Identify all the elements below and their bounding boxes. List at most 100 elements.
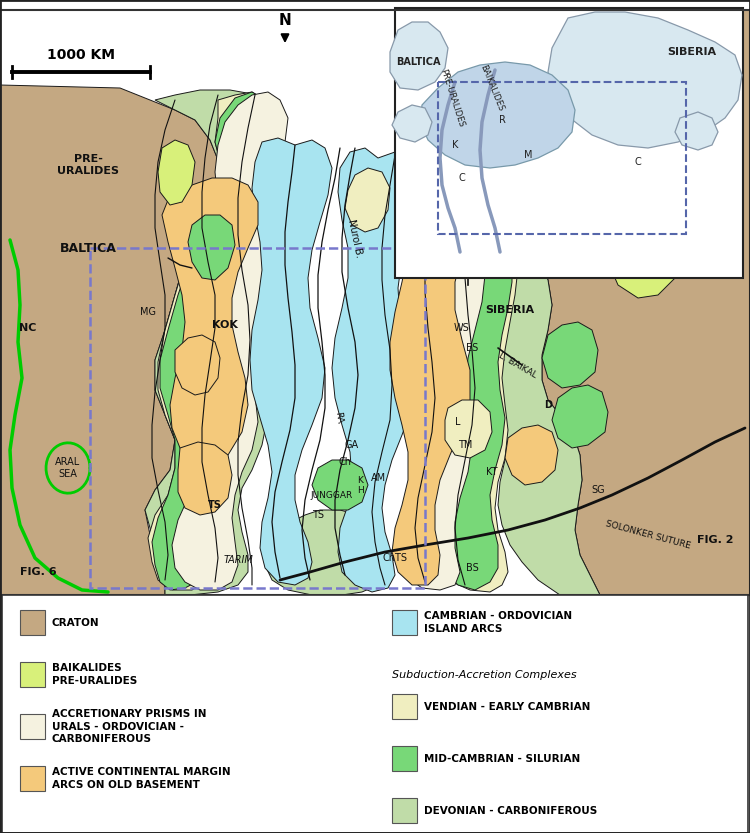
Text: PRE-URALIDES: PRE-URALIDES [438, 67, 466, 128]
Bar [392, 798, 417, 823]
Text: SIBERIA: SIBERIA [485, 305, 535, 315]
Text: D: D [544, 400, 552, 410]
Text: CAMBRIAN - ORDOVICIAN
ISLAND ARCS: CAMBRIAN - ORDOVICIAN ISLAND ARCS [424, 611, 572, 634]
Text: WS: WS [454, 323, 470, 333]
Text: H: H [357, 486, 363, 495]
Text: KOK: KOK [212, 320, 238, 330]
Polygon shape [162, 178, 258, 465]
Text: Subduction-Accretion Complexes: Subduction-Accretion Complexes [392, 670, 577, 680]
Text: BAIKALIDES: BAIKALIDES [478, 63, 506, 112]
Bar [395, 8, 743, 278]
Text: C: C [458, 173, 465, 183]
Text: JUNGGAR: JUNGGAR [310, 491, 353, 500]
Polygon shape [148, 92, 272, 590]
Polygon shape [390, 22, 448, 90]
Polygon shape [332, 148, 420, 592]
Bar [392, 694, 417, 719]
Polygon shape [145, 90, 280, 595]
Text: C: C [634, 157, 641, 167]
Text: N: N [279, 13, 291, 28]
Bar [2, 595, 748, 833]
Polygon shape [188, 215, 235, 280]
Text: ACCRETIONARY PRISMS IN
URALS - ORDOVICIAN -
CARBONIFEROUS: ACCRETIONARY PRISMS IN URALS - ORDOVICIA… [52, 709, 206, 745]
Text: SIBERIA: SIBERIA [668, 47, 716, 57]
Text: K: K [357, 476, 363, 485]
Polygon shape [0, 10, 750, 595]
Text: B: B [654, 257, 662, 267]
Text: BAIKALIDES
PRE-URALIDES: BAIKALIDES PRE-URALIDES [52, 663, 137, 686]
Polygon shape [482, 90, 548, 172]
Polygon shape [542, 322, 598, 388]
Polygon shape [175, 335, 220, 395]
Bar [20, 766, 45, 791]
Polygon shape [470, 138, 518, 205]
Polygon shape [264, 510, 388, 595]
Polygon shape [345, 168, 390, 232]
Polygon shape [0, 85, 220, 595]
Polygon shape [438, 92, 528, 592]
Polygon shape [675, 112, 718, 150]
Text: TARIM: TARIM [224, 555, 253, 565]
Text: FIG. 6: FIG. 6 [20, 567, 56, 577]
Text: 1000 KM: 1000 KM [47, 48, 115, 62]
Bar [90, 248, 425, 588]
Text: R: R [499, 115, 506, 125]
Text: PRE-
URALIDES: PRE- URALIDES [57, 154, 119, 176]
Text: M: M [524, 150, 532, 160]
Text: MG: MG [140, 307, 156, 317]
Bar [392, 610, 417, 635]
Bar [20, 610, 45, 635]
Text: K: K [452, 140, 458, 150]
Text: L. BAIKAL: L. BAIKAL [497, 351, 538, 380]
Text: P: P [606, 187, 614, 197]
Text: DEVONIAN - CARBONIFEROUS: DEVONIAN - CARBONIFEROUS [424, 806, 597, 816]
Text: TS: TS [312, 510, 324, 520]
Text: CRATON: CRATON [52, 617, 100, 627]
Polygon shape [438, 96, 522, 590]
Text: ARAL
SEA: ARAL SEA [56, 457, 81, 479]
Polygon shape [420, 62, 575, 168]
Text: NC: NC [20, 323, 37, 333]
Bar [438, 82, 686, 234]
Text: AM: AM [370, 473, 386, 483]
Text: BAIKALIDES: BAIKALIDES [449, 270, 514, 280]
Polygon shape [552, 385, 608, 448]
Text: RA: RA [333, 412, 344, 425]
Text: FIG. 2: FIG. 2 [697, 535, 734, 545]
Polygon shape [608, 215, 678, 298]
Text: BALTICA: BALTICA [59, 242, 116, 255]
Polygon shape [172, 92, 288, 590]
Polygon shape [178, 442, 232, 515]
Polygon shape [472, 88, 600, 595]
Text: TS: TS [208, 500, 222, 510]
Text: ACTIVE CONTINENTAL MARGIN
ARCS ON OLD BASEMENT: ACTIVE CONTINENTAL MARGIN ARCS ON OLD BA… [52, 767, 231, 790]
Polygon shape [505, 425, 558, 485]
Polygon shape [250, 138, 332, 585]
Text: GA: GA [345, 440, 359, 450]
Polygon shape [152, 92, 272, 590]
Text: BALTICA: BALTICA [396, 57, 440, 67]
Text: Nurol B.: Nurol B. [346, 218, 364, 258]
Polygon shape [548, 12, 742, 148]
Bar [20, 662, 45, 687]
Text: ChTS: ChTS [382, 553, 407, 563]
Polygon shape [390, 152, 480, 585]
Polygon shape [158, 140, 195, 205]
Polygon shape [392, 105, 432, 142]
Text: SOLONKER SUTURE: SOLONKER SUTURE [604, 519, 692, 551]
Polygon shape [398, 97, 498, 590]
Bar [20, 714, 45, 739]
Text: Ch: Ch [338, 457, 352, 467]
Polygon shape [445, 400, 492, 458]
Polygon shape [312, 460, 368, 510]
Text: TM: TM [458, 440, 472, 450]
Bar [392, 746, 417, 771]
Text: SG: SG [591, 485, 604, 495]
Bar [0, 10, 750, 595]
Text: ES: ES [466, 343, 478, 353]
Text: BS: BS [466, 563, 478, 573]
Polygon shape [578, 138, 645, 212]
Text: MID-CAMBRIAN - SILURIAN: MID-CAMBRIAN - SILURIAN [424, 754, 580, 764]
Text: L: L [455, 417, 460, 427]
Text: KT: KT [486, 467, 498, 477]
